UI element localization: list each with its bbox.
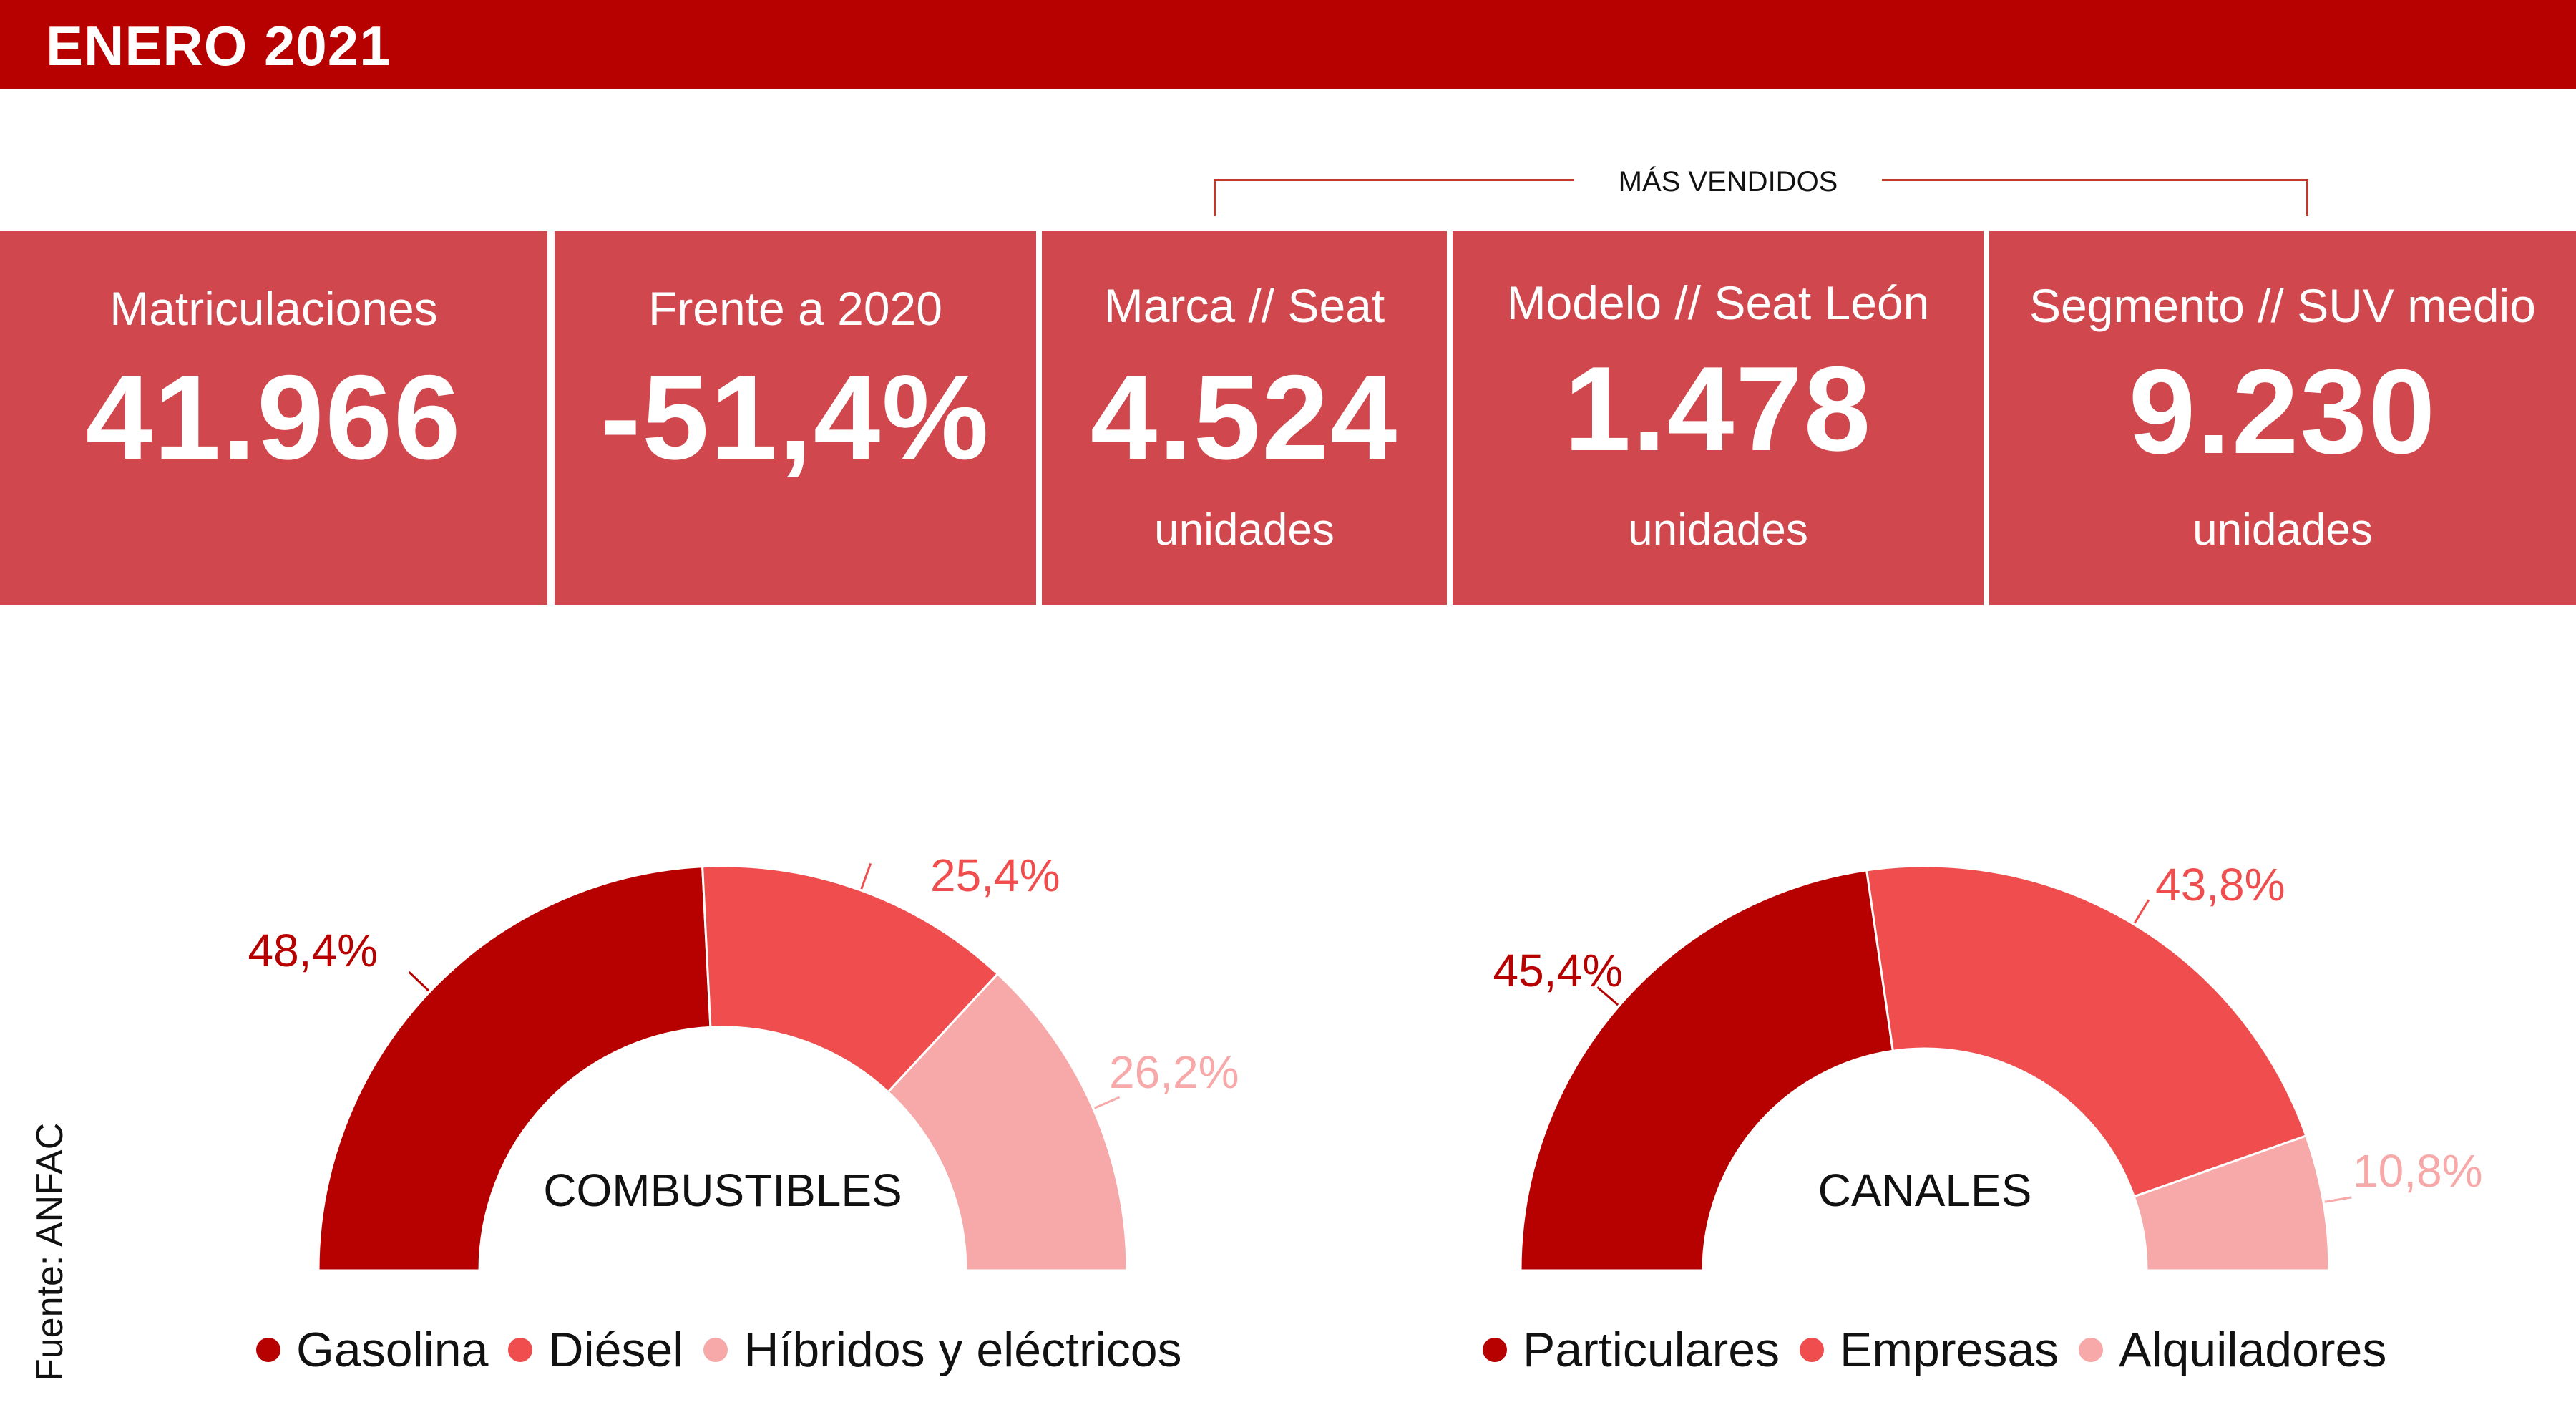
data-label: 48,4% [248,925,378,976]
stat-label: Segmento // SUV medio [2029,279,2537,332]
data-label: 10,8% [2353,1145,2482,1197]
stat-matriculaciones: Matriculaciones 41.966 [0,231,547,605]
stat-unit: unidades [1628,505,1808,555]
legend-label: Alquiladores [2119,1323,2387,1377]
legend-item: Diésel [508,1322,683,1378]
chart-title: COMBUSTIBLES [543,1164,902,1216]
stat-segmento: Segmento // SUV medio 9.230 unidades [1989,231,2576,605]
stat-label: Modelo // Seat León [1506,276,1930,329]
legend-combustibles: Gasolina Diésel Híbridos y eléctricos [256,1321,1182,1378]
data-label: 45,4% [1493,945,1623,996]
legend-label: Híbridos y eléctricos [743,1323,1182,1377]
slice-híbridos-y-eléctricos [887,972,1128,1272]
header-bar: ENERO 2021 [0,0,2576,89]
stat-unit: unidades [1154,505,1335,555]
slice-empresas [1865,865,2308,1198]
data-label: 26,2% [1109,1046,1239,1098]
legend-label: Particulares [1523,1323,1780,1377]
legend-dot [256,1338,280,1362]
stat-label: Matriculaciones [109,282,438,335]
legend-label: Gasolina [296,1323,489,1377]
slice-particulares [1519,869,1895,1272]
chart-title: CANALES [1818,1164,2032,1216]
best-sellers-label: MÁS VENDIDOS [1574,160,1882,203]
leader-line [2324,1196,2352,1203]
leader-line [408,971,430,992]
slice-gasolina [317,865,712,1272]
leader-line [2133,899,2150,924]
legend-item: Gasolina [256,1322,488,1378]
legend-label: Diésel [548,1323,684,1377]
stat-value: 41.966 [85,350,462,485]
stat-label: Frente a 2020 [648,282,942,335]
legend-item: Particulares [1483,1322,1780,1378]
leader-line [860,862,872,890]
charts-canvas: 48,4% 25,4% 26,2% COMBUSTIBLES 45,4% 43,8% 10… [248,850,2482,1272]
data-label: 25,4% [930,850,1060,901]
stat-value: 4.524 [1090,350,1399,485]
legend-dot [508,1338,533,1362]
page-title: ENERO 2021 [46,14,391,77]
legend-item: Empresas [1800,1322,2059,1378]
legend-canales: Particulares Empresas Alquiladores [1483,1321,2386,1378]
stat-label: Marca // Seat [1103,279,1385,332]
legend-dot [703,1338,728,1362]
leader-line [1596,986,1619,1006]
stat-marca: Marca // Seat 4.524 unidades [1042,231,1447,605]
slice-diésel [701,865,1000,1094]
legend-item: Alquiladores [2079,1322,2386,1378]
leader-line [1094,1096,1121,1109]
legend-dot [1800,1338,1825,1362]
legend-label: Empresas [1840,1323,2059,1377]
legend-dot [1483,1338,1507,1362]
data-label: 43,8% [2155,859,2285,910]
stat-value: 9.230 [2128,344,2437,479]
stat-modelo: Modelo // Seat León 1.478 unidades [1453,231,1984,605]
stat-frente-2020: Frente a 2020 -51,4% [555,231,1036,605]
legend-item: Híbridos y eléctricos [703,1322,1182,1378]
chart-combustibles: 48,4% 25,4% 26,2% COMBUSTIBLES [248,850,1239,1272]
stat-unit: unidades [2192,505,2373,555]
stat-value: 1.478 [1563,341,1873,476]
chart-canales: 45,4% 43,8% 10,8% CANALES [1493,859,2482,1272]
slice-alquiladores [2132,1134,2331,1272]
stat-value: -51,4% [600,350,990,485]
legend-dot [2079,1338,2104,1362]
